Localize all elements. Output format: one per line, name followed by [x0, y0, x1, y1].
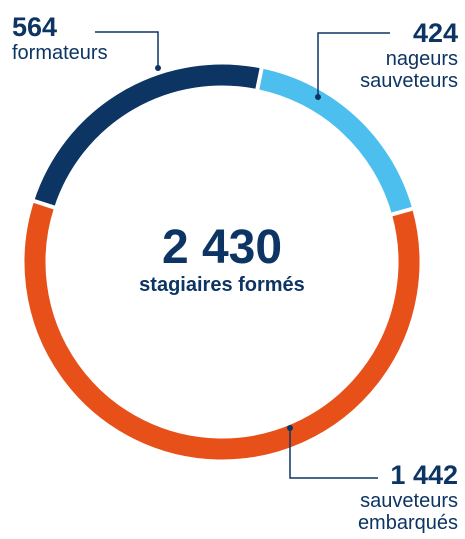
segment-name: sauveteurs embarqués — [357, 490, 458, 534]
leader-dot — [287, 425, 293, 431]
leader-line — [289, 428, 378, 479]
center: 2 430 stagiaires formés — [22, 222, 422, 297]
segment-value: 564 — [12, 12, 58, 42]
segment-name: nageurs sauveteurs — [360, 48, 458, 92]
segment-label: 424 nageurs sauveteurs — [338, 18, 458, 92]
total: 2 430 — [161, 221, 283, 274]
leader-line — [95, 31, 159, 68]
separator — [389, 206, 415, 217]
separator — [254, 66, 264, 92]
donut-segment — [24, 200, 420, 460]
leader-line — [317, 32, 390, 97]
donut-segment — [34, 64, 262, 208]
leader-dot — [315, 94, 321, 100]
center-text: stagiaires formés — [139, 274, 305, 296]
segment-value: 424 — [412, 18, 458, 48]
leader-dot — [155, 65, 161, 71]
segment-label: 564 formateurs — [12, 12, 108, 64]
segment-value: 1 442 — [390, 460, 458, 490]
segment-label: 1 442 sauveteurs embarqués — [338, 460, 458, 534]
donut-segment — [257, 68, 413, 215]
segment-name: formateurs — [12, 42, 108, 64]
separator — [31, 198, 57, 210]
